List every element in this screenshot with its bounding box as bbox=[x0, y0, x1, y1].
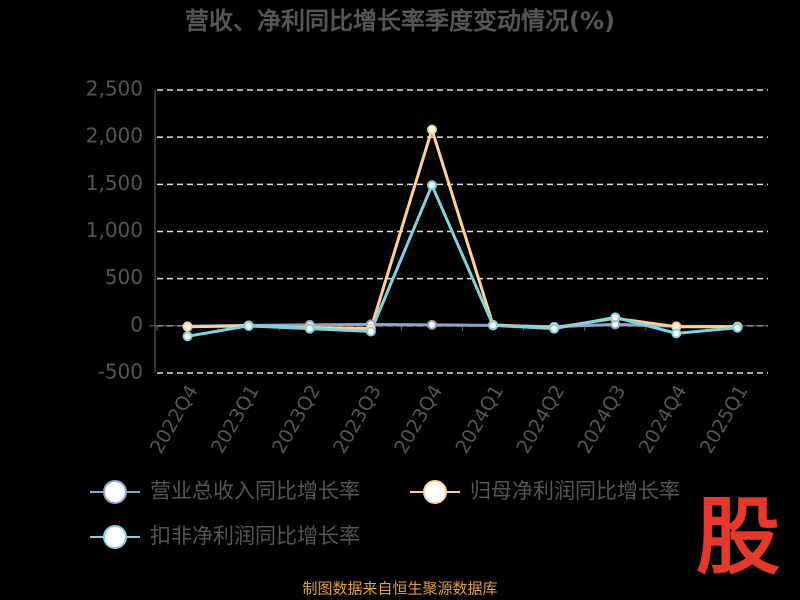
y-tick-label: 1,500 bbox=[86, 171, 143, 195]
data-point bbox=[182, 321, 193, 332]
data-point bbox=[671, 328, 682, 339]
data-point bbox=[182, 331, 193, 342]
data-point bbox=[426, 180, 437, 191]
legend-label: 营业总收入同比增长率 bbox=[150, 479, 360, 503]
data-point bbox=[488, 320, 499, 331]
watermark-logo: 股 bbox=[696, 488, 780, 586]
legend-label: 归母净利润同比增长率 bbox=[470, 479, 680, 503]
legend-label: 扣非净利润同比增长率 bbox=[150, 524, 360, 548]
y-tick-label: 2,500 bbox=[86, 77, 143, 101]
series-line bbox=[187, 181, 738, 338]
data-point bbox=[365, 326, 376, 337]
data-point bbox=[426, 124, 437, 135]
y-tick-label: -500 bbox=[98, 360, 143, 384]
y-tick-label: 0 bbox=[130, 312, 143, 336]
legend-marker bbox=[103, 480, 127, 504]
y-tick-label: 2,000 bbox=[86, 124, 143, 148]
y-tick-label: 500 bbox=[105, 265, 143, 289]
data-point bbox=[426, 319, 437, 330]
data-point bbox=[243, 320, 254, 331]
data-point bbox=[549, 323, 560, 334]
legend-marker bbox=[103, 525, 127, 549]
data-point bbox=[732, 322, 743, 333]
legend-marker bbox=[423, 480, 447, 504]
data-point bbox=[610, 312, 621, 323]
data-point bbox=[304, 323, 315, 334]
source-note: 制图数据来自恒生聚源数据库 bbox=[302, 580, 497, 598]
y-tick-label: 1,000 bbox=[86, 218, 143, 242]
chart-title: 营收、净利同比增长率季度变动情况(%) bbox=[185, 7, 615, 35]
